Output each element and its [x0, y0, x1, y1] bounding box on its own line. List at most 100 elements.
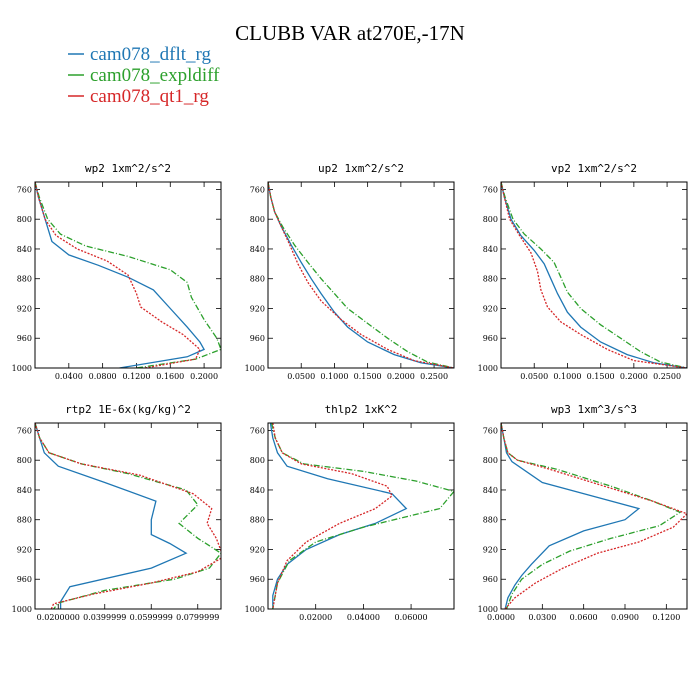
series-line-3 — [35, 423, 221, 609]
series-line-3 — [501, 423, 687, 609]
panel-frame — [267, 181, 455, 369]
panel-frame — [500, 181, 688, 369]
x-tick-label: 0.0599999 — [130, 613, 173, 622]
y-tick-label: 840 — [250, 486, 265, 495]
legend-item-expldiff: cam078_expldiff — [68, 65, 220, 86]
x-tick-label: 0.0799999 — [176, 613, 219, 622]
y-tick-label: 800 — [17, 456, 32, 465]
y-tick-label: 760 — [17, 426, 32, 435]
y-tick-label: 840 — [483, 486, 498, 495]
x-tick-label: 0.1500 — [587, 372, 615, 381]
legend-item-dflt: cam078_dflt_rg — [68, 44, 212, 65]
y-tick-label: 880 — [17, 275, 32, 284]
x-tick-label: 0.0900 — [611, 613, 639, 622]
y-tick-label: 760 — [250, 426, 265, 435]
x-tick-label: 0.2500 — [420, 372, 448, 381]
x-tick-label: 0.1500 — [354, 372, 382, 381]
x-tick-label: 0.0399999 — [83, 613, 126, 622]
y-tick-label: 800 — [250, 456, 265, 465]
x-tick-label: 0.2000 — [620, 372, 648, 381]
panel-title: thlp2 1xK^2 — [325, 403, 398, 416]
figure-title: CLUBB VAR at270E,-17N — [235, 21, 465, 45]
y-tick-label: 880 — [483, 516, 498, 525]
y-tick-label: 800 — [17, 215, 32, 224]
series-line-2 — [501, 182, 687, 368]
y-tick-label: 1000 — [245, 364, 265, 373]
series-line-1 — [501, 182, 687, 368]
y-tick-label: 760 — [483, 185, 498, 194]
panel-1: wp2 1xm^2/s^2 760 800 840 880 920 960 1000 0.040… — [12, 162, 222, 381]
panel-3: vp2 1xm^2/s^2 760 800 840 880 920 960 1000 0.050… — [478, 162, 688, 381]
panel-title: rtp2 1E-6x(kg/kg)^2 — [65, 403, 191, 416]
series-line-2 — [35, 423, 221, 609]
panel-frame — [34, 181, 222, 369]
series-line-2 — [270, 423, 454, 609]
x-tick-label: 0.0400 — [55, 372, 83, 381]
y-tick-label: 920 — [17, 545, 32, 554]
x-tick-label: 0.0500 — [287, 372, 315, 381]
x-tick-label: 0.02000 — [299, 613, 332, 622]
y-tick-label: 920 — [250, 545, 265, 554]
y-tick-label: 960 — [250, 575, 265, 584]
y-tick-label: 800 — [250, 215, 265, 224]
y-tick-label: 840 — [483, 245, 498, 254]
series-line-2 — [35, 182, 221, 368]
y-tick-label: 960 — [17, 575, 32, 584]
y-tick-label: 760 — [250, 185, 265, 194]
legend-item-qt1: cam078_qt1_rg — [68, 86, 209, 107]
y-tick-label: 880 — [250, 516, 265, 525]
x-tick-label: 0.2000 — [387, 372, 415, 381]
y-tick-label: 920 — [17, 304, 32, 313]
y-tick-label: 960 — [483, 334, 498, 343]
y-tick-label: 960 — [17, 334, 32, 343]
panel-frame — [34, 422, 222, 610]
legend-label-qt1: cam078_qt1_rg — [90, 86, 209, 107]
x-tick-label: 0.0600 — [570, 613, 598, 622]
y-tick-label: 920 — [483, 545, 498, 554]
panel-frame — [500, 422, 688, 610]
y-tick-label: 800 — [483, 456, 498, 465]
legend-label-dflt: cam078_dflt_rg — [90, 44, 212, 65]
y-tick-label: 920 — [250, 304, 265, 313]
series-line-1 — [268, 182, 454, 368]
y-tick-label: 840 — [17, 245, 32, 254]
y-tick-label: 1000 — [245, 605, 265, 614]
x-tick-label: 0.1000 — [553, 372, 581, 381]
panels: wp2 1xm^2/s^2 760 800 840 880 920 960 1000 0.040… — [12, 162, 688, 622]
y-tick-label: 840 — [250, 245, 265, 254]
series-line-3 — [35, 182, 201, 368]
y-tick-label: 920 — [483, 304, 498, 313]
y-tick-label: 1000 — [478, 605, 498, 614]
x-tick-label: 0.2000 — [190, 372, 218, 381]
panel-title: up2 1xm^2/s^2 — [318, 162, 404, 175]
panel-5: thlp2 1xK^2 760 800 840 880 920 960 1000 0.02000… — [245, 403, 455, 622]
x-tick-label: 0.2500 — [653, 372, 681, 381]
panel-title: wp3 1xm^3/s^3 — [551, 403, 637, 416]
x-tick-label: 0.1200 — [122, 372, 150, 381]
y-tick-label: 800 — [483, 215, 498, 224]
panel-4: rtp2 1E-6x(kg/kg)^2 760 800 840 880 920 960 100… — [12, 403, 222, 622]
series-line-3 — [272, 423, 393, 609]
y-tick-label: 760 — [483, 426, 498, 435]
series-line-3 — [501, 182, 687, 368]
y-tick-label: 760 — [17, 185, 32, 194]
panel-6: wp3 1xm^3/s^3 760 800 840 880 920 960 10000.000… — [478, 403, 688, 622]
y-tick-label: 880 — [250, 275, 265, 284]
panel-frame — [267, 422, 455, 610]
x-tick-label: 0.0800 — [89, 372, 117, 381]
legend: cam078_dflt_rg cam078_expldiff cam078_qt… — [68, 44, 220, 107]
series-line-3 — [268, 182, 454, 368]
x-tick-label: 0.1000 — [320, 372, 348, 381]
x-tick-label: 0.0200000 — [37, 613, 80, 622]
series-line-2 — [268, 182, 454, 368]
x-tick-label: 0.1200 — [652, 613, 680, 622]
series-line-1 — [35, 182, 206, 368]
panel-title: wp2 1xm^2/s^2 — [85, 162, 171, 175]
series-line-1 — [501, 423, 641, 609]
x-tick-label: 0.06000 — [395, 613, 428, 622]
x-tick-label: 0.04000 — [347, 613, 380, 622]
y-tick-label: 1000 — [12, 605, 32, 614]
y-tick-label: 880 — [17, 516, 32, 525]
y-tick-label: 1000 — [12, 364, 32, 373]
